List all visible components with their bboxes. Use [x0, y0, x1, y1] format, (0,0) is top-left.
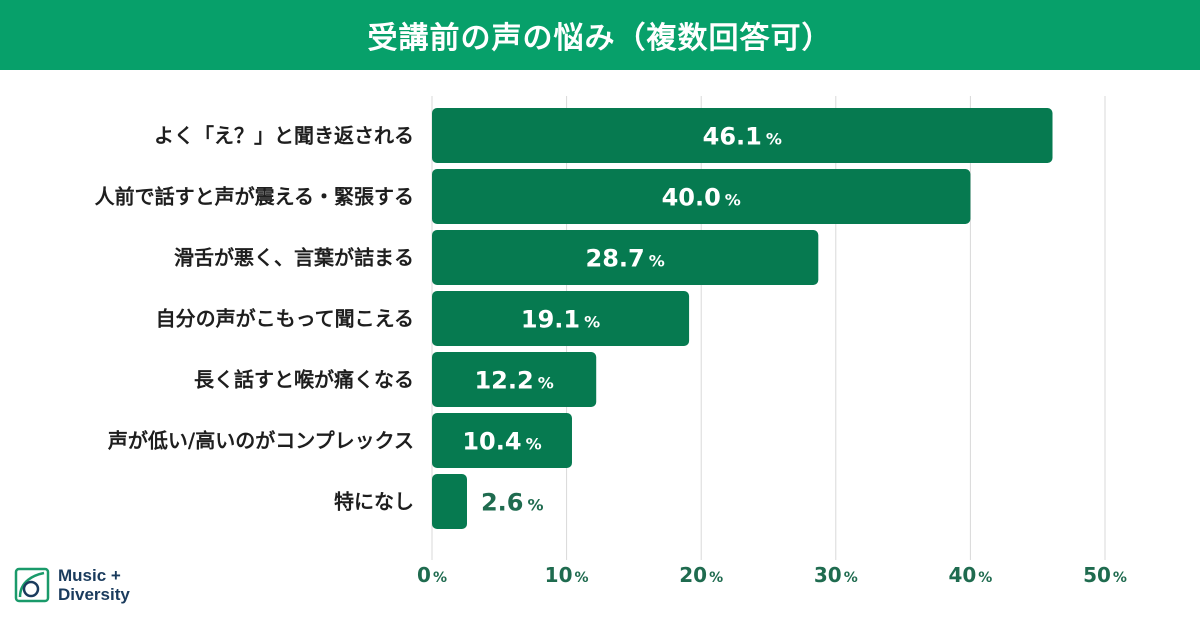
tick-unit: % [433, 570, 447, 586]
value-unit: % [526, 435, 542, 454]
page-title: 受講前の声の悩み（複数回答可） [367, 21, 833, 56]
x-tick-label: 50% [1083, 563, 1127, 587]
bar [432, 352, 597, 407]
value-unit: % [528, 496, 544, 515]
bar-chart: よく「え？」と聞き返される 46.1 % 人前で話すと声が震える・緊張する 40.0 % 滑… [95, 96, 1127, 587]
brand-line-1: Music + [58, 566, 121, 585]
category-label: よく「え？」と聞き返される [154, 124, 414, 148]
value-unit: % [584, 313, 600, 332]
bar [432, 474, 467, 529]
value-number: 40.0 [662, 184, 721, 212]
bar [432, 291, 690, 346]
value-unit: % [766, 130, 782, 149]
value-unit: % [725, 191, 741, 210]
value-unit: % [538, 374, 554, 393]
x-tick-label: 30% [814, 563, 858, 587]
title-bar: 受講前の声の悩み（複数回答可） [0, 0, 1200, 70]
x-tick-label: 40% [948, 563, 992, 587]
value-label: 28.7% [586, 245, 665, 273]
value-number: 2.6 [481, 489, 524, 517]
value-label: 46.1% [703, 123, 782, 151]
category-label: 長く話すと喉が痛くなる [194, 368, 414, 392]
value-number: 28.7 [586, 245, 645, 273]
value-label: 40.0% [662, 184, 741, 212]
tick-unit: % [844, 570, 858, 586]
value-number: 12.2 [474, 367, 533, 395]
tick-unit: % [1113, 570, 1127, 586]
value-label: 19.1% [521, 306, 600, 334]
value-unit: % [649, 252, 665, 271]
category-label: 人前で話すと声が震える・緊張する [95, 185, 414, 209]
value-number: 19.1 [521, 306, 580, 334]
tick-number: 0 [417, 563, 431, 587]
x-tick-label: 10% [545, 563, 589, 587]
value-label: 10.4% [462, 428, 541, 456]
x-tick-label: 0% [417, 563, 447, 587]
tick-unit: % [709, 570, 723, 586]
category-label: 声が低い/高いのがコンプレックス [107, 429, 414, 453]
tick-unit: % [575, 570, 589, 586]
category-label: 滑舌が悪く、言葉が詰まる [174, 246, 414, 270]
bar [432, 108, 1053, 163]
music-diversity-logo-icon [14, 567, 50, 603]
category-label: 特になし [334, 490, 414, 514]
bar [432, 413, 572, 468]
bar [432, 169, 971, 224]
value-number: 46.1 [703, 123, 762, 151]
tick-number: 10 [545, 563, 573, 587]
value-label: 12.2% [474, 367, 553, 395]
tick-number: 40 [948, 563, 976, 587]
value-label: 2.6% [481, 489, 544, 517]
bar [432, 230, 819, 285]
brand-line-2: Diversity [58, 585, 130, 604]
tick-unit: % [978, 570, 992, 586]
category-label: 自分の声がこもって聞こえる [156, 307, 414, 331]
value-number: 10.4 [462, 428, 521, 456]
brand-logo: Music + Diversity [14, 566, 130, 604]
tick-number: 50 [1083, 563, 1111, 587]
x-tick-label: 20% [679, 563, 723, 587]
tick-number: 20 [679, 563, 707, 587]
tick-number: 30 [814, 563, 842, 587]
